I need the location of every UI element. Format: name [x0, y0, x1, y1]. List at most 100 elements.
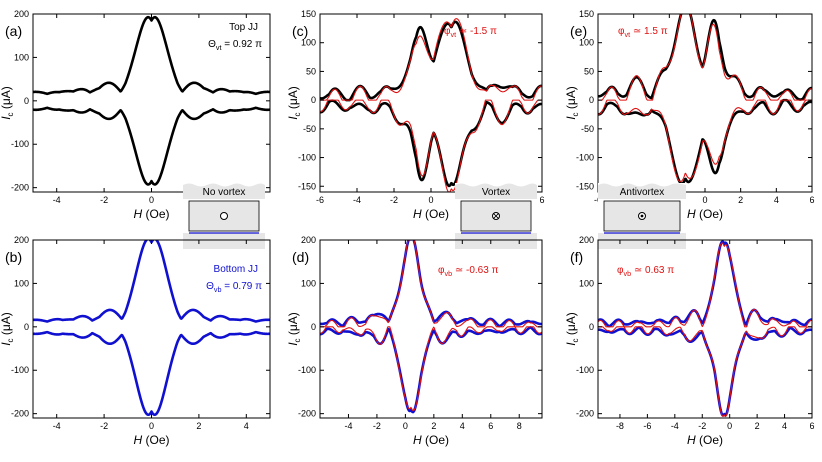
inset-label: No vortex	[203, 187, 246, 198]
x-tick-label: 8	[517, 421, 522, 431]
x-tick-label: -4	[53, 195, 61, 205]
x-tick-label: -2	[373, 421, 381, 431]
series-fit-lower-line	[598, 326, 812, 418]
y-tick-label: -100	[576, 365, 594, 375]
panel-label: (b)	[5, 249, 22, 265]
series-fit-lower-line	[320, 99, 542, 192]
x-tick-label: 6	[809, 421, 814, 431]
y-tick-label: 200	[14, 9, 29, 19]
plot-area-f	[598, 240, 812, 418]
x-tick-label: -2	[100, 195, 108, 205]
y-tick-label: 100	[579, 278, 594, 288]
x-axis-label: H (Oe)	[687, 433, 723, 447]
y-tick-label: 100	[14, 278, 29, 288]
x-tick-label: 0	[403, 421, 408, 431]
y-tick-label: -200	[298, 409, 316, 419]
series-measured-upper-line	[598, 14, 812, 101]
y-tick-label: -100	[298, 153, 316, 163]
y-tick-label: 0	[24, 96, 29, 106]
y-tick-label: -100	[576, 153, 594, 163]
x-tick-label: 4	[460, 421, 465, 431]
axes-frame	[319, 239, 543, 419]
open-circle-icon	[220, 212, 228, 220]
x-tick-label: 2	[196, 421, 201, 431]
y-tick-label: 200	[14, 235, 29, 245]
y-tick-label: 0	[311, 95, 316, 105]
x-tick-label: 0	[149, 421, 154, 431]
x-tick-label: 0	[149, 195, 154, 205]
x-tick-label: -4	[671, 421, 679, 431]
y-tick-label: -200	[11, 183, 29, 193]
y-tick-label: 0	[589, 322, 594, 332]
series-measured-upper-line	[33, 15, 270, 96]
annotation-text: Bottom JJ	[214, 264, 258, 275]
junction-inset: Vortex	[455, 183, 537, 251]
x-tick-label: -2	[698, 421, 706, 431]
y-tick-label: 0	[589, 95, 594, 105]
x-tick-label: -4	[344, 421, 352, 431]
y-tick-label: 100	[579, 38, 594, 48]
panel-b: -4 -2 0 2 4 -200 -100 0 100 200 H (Oe) Ic (μA) (b) Bo…	[0, 235, 271, 447]
y-axis-label: Ic (μA)	[286, 86, 302, 120]
y-tick-label: 150	[579, 9, 594, 19]
x-tick-label: -2	[100, 421, 108, 431]
inset-top-electrode	[598, 183, 686, 199]
series-measured-upper-line	[598, 240, 812, 328]
y-axis-label: Ic (μA)	[564, 86, 580, 120]
center-dot-icon	[640, 214, 644, 218]
series-fit-upper-line	[320, 240, 542, 328]
series-measured-lower-line	[33, 106, 270, 186]
panel-label: (f)	[570, 249, 583, 265]
x-tick-label: 2	[431, 421, 436, 431]
inset-junction	[460, 200, 532, 232]
x-tick-label: 4	[782, 421, 787, 431]
inset-label: Antivortex	[620, 187, 664, 198]
series-measured-lower-line	[33, 330, 270, 417]
x-tick-label: 6	[488, 421, 493, 431]
annotation-phase: φvb ≃ 0.63 π	[617, 265, 674, 278]
series-measured-lower-line	[320, 326, 542, 414]
plot-area-a	[33, 15, 270, 186]
y-tick-label: -200	[11, 409, 29, 419]
panel-label: (a)	[5, 23, 22, 39]
annotation-text: Top JJ	[229, 22, 258, 33]
y-tick-label: 100	[14, 52, 29, 62]
y-tick-label: 150	[301, 9, 316, 19]
plot-area-c	[320, 18, 542, 192]
x-tick-label: 4	[774, 195, 779, 205]
inset-bottom-electrode	[598, 233, 686, 249]
panel-f: -8 -6 -4 -2 0 2 4 6 -200 -100 0 100 200 H (Oe) Ic (μA)…	[564, 235, 815, 447]
x-tick-label: 2	[755, 421, 760, 431]
y-tick-label: 100	[301, 38, 316, 48]
plot-area-d	[320, 240, 542, 414]
inset-label: Vortex	[482, 187, 510, 198]
x-axis-label: H (Oe)	[133, 207, 169, 221]
annotation-phase: Θvb = 0.79 π	[206, 281, 262, 294]
annotation-phase: Θvt = 0.92 π	[208, 39, 262, 52]
y-axis-label: Ic (μA)	[0, 312, 15, 346]
axes-frame	[597, 239, 813, 419]
x-tick-label: -2	[390, 195, 398, 205]
annotation-phase: φvt ≃ 1.5 π	[618, 26, 668, 39]
x-tick-label: 0	[702, 195, 707, 205]
panel-label: (c)	[292, 23, 308, 39]
x-tick-label: 4	[244, 421, 249, 431]
y-tick-label: 200	[301, 235, 316, 245]
series-fit-lower-line	[598, 99, 812, 183]
y-tick-label: -200	[576, 409, 594, 419]
x-tick-label: 0	[727, 421, 732, 431]
y-tick-label: -100	[11, 139, 29, 149]
junction-inset: No vortex	[183, 183, 265, 251]
inset-top-electrode	[183, 183, 265, 199]
y-axis-label: Ic (μA)	[0, 86, 15, 120]
cross-mark-icon	[493, 213, 499, 219]
inset-top-electrode	[455, 183, 537, 199]
y-tick-label: -50	[303, 124, 316, 134]
series-fit-upper-line	[320, 18, 542, 101]
y-axis-label: Ic (μA)	[286, 312, 302, 346]
x-axis-label: H (Oe)	[133, 433, 169, 447]
x-tick-label: 2	[738, 195, 743, 205]
